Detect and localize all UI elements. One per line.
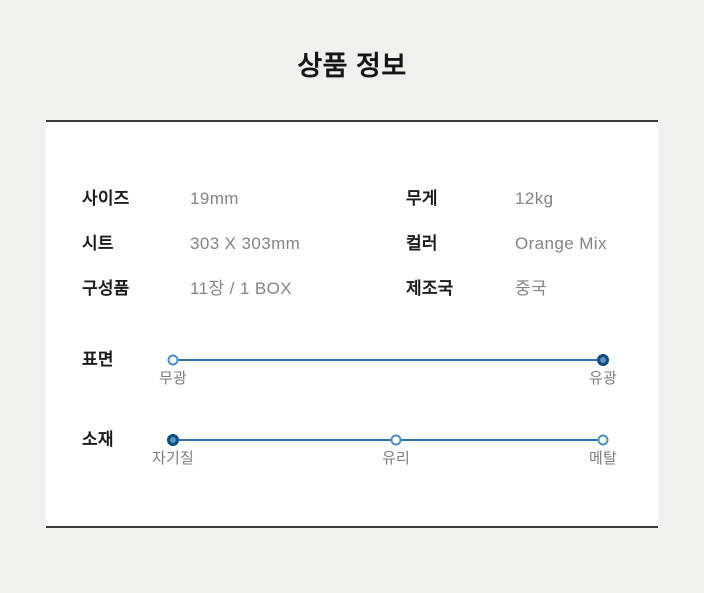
surface-stop-matte — [167, 354, 179, 366]
spec-value-sheet: 303 X 303mm — [190, 234, 301, 253]
product-info-card: 사이즈 19mm 시트 303 X 303mm 구성품 11장 / 1 BOX … — [46, 120, 658, 528]
material-stop-glass — [390, 434, 402, 446]
spec-label-weight: 무게 — [406, 189, 438, 208]
spec-label-origin: 제조국 — [406, 279, 454, 298]
material-option-porcelain: 자기질 — [151, 450, 195, 467]
spec-value-color: Orange Mix — [515, 234, 607, 253]
spec-value-weight: 12kg — [515, 189, 554, 208]
material-option-metal: 메탈 — [588, 450, 618, 467]
slider-label-material: 소재 — [82, 430, 114, 449]
spec-label-color: 컬러 — [406, 234, 438, 253]
spec-value-components: 11장 / 1 BOX — [190, 279, 292, 298]
material-scale-track — [173, 439, 603, 441]
page-title: 상품 정보 — [297, 51, 407, 81]
material-stop-porcelain-selected — [167, 434, 179, 446]
spec-value-size: 19mm — [190, 189, 239, 208]
spec-label-sheet: 시트 — [82, 234, 114, 253]
material-stop-metal — [597, 434, 609, 446]
spec-value-origin: 중국 — [515, 279, 548, 298]
slider-label-surface: 표면 — [82, 350, 114, 369]
surface-option-matte: 무광 — [158, 370, 188, 387]
surface-scale-track — [173, 359, 603, 361]
surface-stop-glossy-selected — [597, 354, 609, 366]
surface-option-glossy: 유광 — [588, 370, 618, 387]
spec-label-size: 사이즈 — [82, 189, 130, 208]
spec-label-components: 구성품 — [82, 279, 130, 298]
material-option-glass: 유리 — [381, 450, 411, 467]
